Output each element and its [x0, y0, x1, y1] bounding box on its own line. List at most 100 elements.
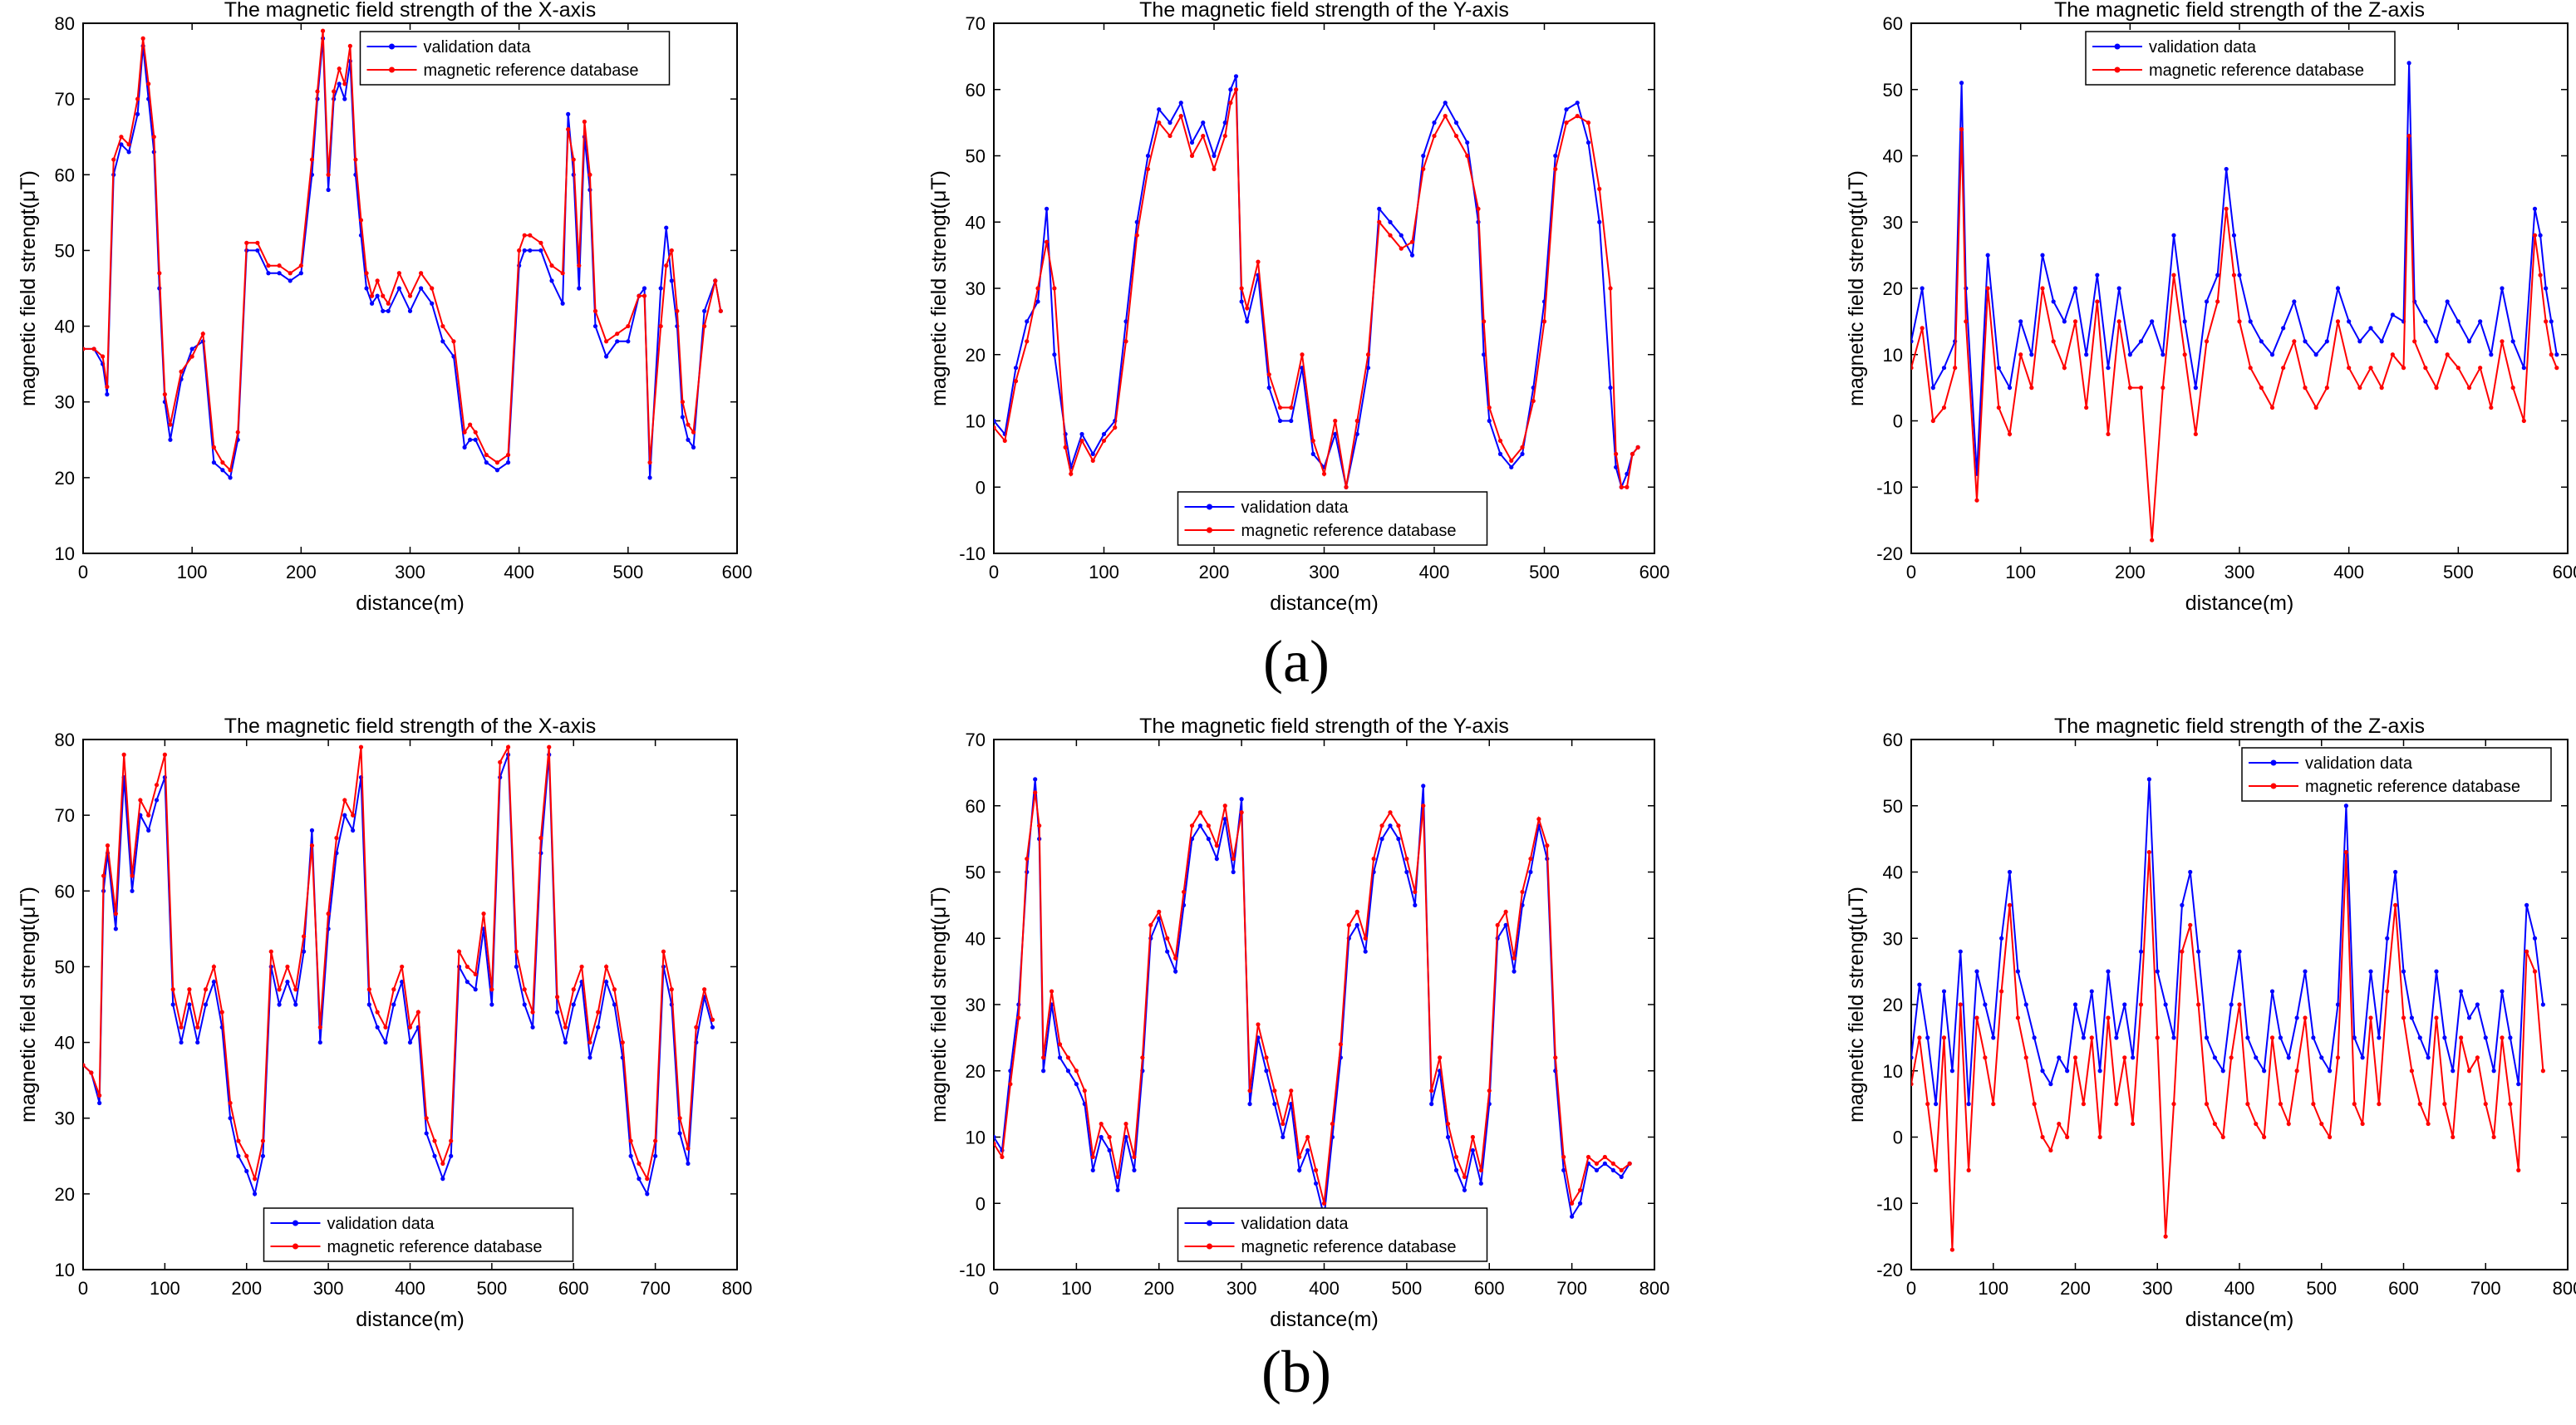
- data-point: [1321, 471, 1327, 476]
- chart-title: The magnetic field strength of the Y-axi…: [1139, 715, 1509, 738]
- data-point: [2500, 339, 2505, 344]
- data-point: [1409, 239, 1415, 244]
- data-point: [2456, 366, 2460, 371]
- data-point: [1602, 1154, 1607, 1160]
- data-point: [2311, 1035, 2316, 1040]
- data-point: [2057, 1055, 2062, 1060]
- legend-marker: [293, 1220, 298, 1226]
- data-point: [2357, 386, 2362, 391]
- data-point: [383, 1025, 388, 1029]
- data-point: [494, 460, 500, 465]
- data-point: [2254, 1121, 2259, 1127]
- x-tick-label: 100: [1089, 562, 1119, 582]
- data-point: [1321, 1201, 1327, 1206]
- y-tick-label: 60: [55, 165, 75, 185]
- data-point: [1132, 1167, 1137, 1172]
- data-point: [1266, 386, 1271, 391]
- data-point: [1222, 120, 1227, 125]
- data-point: [2131, 1055, 2136, 1060]
- data-point: [1974, 498, 1979, 503]
- data-point: [2051, 299, 2056, 304]
- data-point: [554, 1010, 560, 1015]
- data-point: [494, 468, 500, 473]
- data-point: [2122, 1055, 2127, 1060]
- data-point: [1082, 1088, 1087, 1093]
- data-point: [228, 468, 233, 473]
- data-point: [465, 964, 469, 970]
- data-point: [2138, 949, 2144, 954]
- data-point: [2521, 366, 2526, 371]
- data-point: [1934, 1167, 1939, 1172]
- data-point: [2155, 1035, 2160, 1040]
- data-point: [1614, 464, 1619, 469]
- data-point: [1983, 1002, 1988, 1007]
- data-point: [2224, 166, 2229, 172]
- data-point: [2500, 286, 2505, 291]
- data-point: [592, 308, 598, 313]
- data-point: [2554, 366, 2559, 371]
- data-point: [1388, 823, 1393, 828]
- data-point: [2442, 1102, 2447, 1107]
- data-point: [1233, 87, 1239, 92]
- data-point: [375, 278, 380, 283]
- data-point: [1625, 484, 1630, 489]
- y-tick-label: -10: [959, 543, 986, 564]
- chart-b-2: The magnetic field strength of the Z-axi…: [1845, 715, 2576, 1331]
- data-point: [277, 263, 282, 268]
- data-point: [1917, 982, 1922, 987]
- data-point: [369, 301, 375, 306]
- data-point: [1272, 1088, 1277, 1093]
- data-point: [1413, 889, 1418, 895]
- data-point: [468, 437, 473, 442]
- data-point: [2532, 969, 2538, 974]
- data-point: [309, 828, 315, 833]
- data-point: [1272, 1102, 1277, 1107]
- data-point: [642, 286, 647, 291]
- data-point: [1520, 451, 1525, 456]
- data-point: [1013, 366, 1019, 371]
- data-point: [1453, 120, 1459, 125]
- x-tick-label: 0: [989, 562, 999, 582]
- data-point: [615, 339, 620, 344]
- data-point: [669, 987, 674, 992]
- data-point: [1363, 936, 1368, 941]
- data-point: [517, 248, 522, 253]
- data-point: [1178, 114, 1183, 119]
- data-point: [179, 1025, 184, 1029]
- y-tick-label: -20: [1876, 543, 1903, 564]
- data-point: [1512, 956, 1517, 961]
- data-point: [505, 744, 511, 749]
- y-tick-label: 20: [1883, 995, 1903, 1015]
- series-group: [83, 744, 715, 1197]
- data-point: [718, 308, 723, 313]
- legend: validation data magnetic reference databa…: [2241, 747, 2552, 802]
- data-point: [664, 225, 669, 230]
- data-point: [1181, 889, 1187, 895]
- data-point: [702, 308, 707, 313]
- series-line-validation: [83, 38, 722, 479]
- x-axis-label: distance(m): [2185, 1308, 2294, 1331]
- y-tick-label: 70: [966, 13, 986, 34]
- data-point: [1959, 81, 1964, 86]
- data-point: [1239, 299, 1244, 304]
- data-point: [2163, 1234, 2168, 1239]
- data-point: [317, 1039, 322, 1045]
- data-point: [1256, 259, 1261, 264]
- data-point: [2286, 1121, 2291, 1127]
- data-point: [1399, 233, 1404, 238]
- data-point: [424, 1131, 429, 1136]
- data-point: [2286, 1055, 2291, 1060]
- data-point: [170, 987, 175, 992]
- data-point: [1123, 319, 1128, 324]
- data-point: [1585, 140, 1591, 145]
- data-point: [2237, 273, 2242, 278]
- y-axis-label: magnetic field strengt(μT): [927, 170, 951, 406]
- data-point: [1371, 856, 1376, 862]
- data-point: [1577, 1201, 1583, 1206]
- data-point: [664, 263, 669, 268]
- data-point: [277, 1002, 282, 1007]
- chart-title: The magnetic field strength of the X-axi…: [224, 0, 596, 22]
- data-point: [2516, 1167, 2521, 1172]
- data-point: [1561, 1154, 1566, 1160]
- data-point: [1173, 956, 1178, 961]
